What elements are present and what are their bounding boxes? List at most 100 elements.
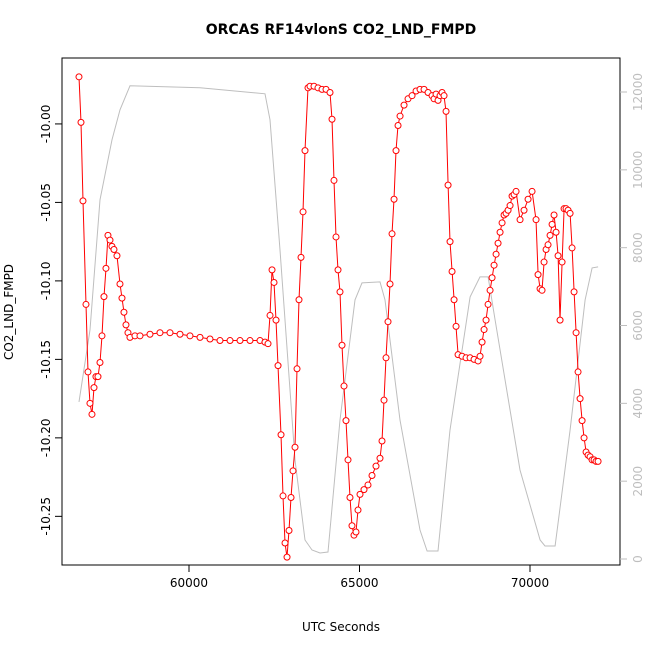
data-point	[330, 176, 338, 184]
data-point	[544, 241, 552, 249]
data-point	[482, 316, 490, 324]
data-point	[272, 316, 280, 324]
data-point	[558, 258, 566, 266]
data-point	[277, 431, 285, 439]
data-point	[96, 359, 104, 367]
data-point	[382, 354, 390, 362]
data-point	[79, 197, 87, 205]
y2-tick-label: 10000	[631, 151, 645, 189]
data-point	[384, 318, 392, 326]
data-point	[113, 252, 121, 260]
data-point	[506, 202, 514, 210]
data-point	[448, 267, 456, 275]
x-tick-label: 65000	[340, 576, 378, 590]
data-point	[540, 258, 548, 266]
data-point	[100, 293, 108, 301]
x-tick-label: 60000	[170, 576, 208, 590]
y2-tick-label: 2000	[631, 466, 645, 497]
data-point	[281, 539, 289, 547]
data-point	[570, 288, 578, 296]
data-point	[334, 266, 342, 274]
data-point	[226, 337, 234, 345]
data-point	[396, 112, 404, 120]
data-point	[116, 280, 124, 288]
data-point	[216, 337, 224, 345]
data-point	[293, 365, 301, 373]
data-point	[246, 337, 254, 345]
data-point	[408, 92, 416, 100]
data-point	[287, 494, 295, 502]
data-point	[289, 467, 297, 475]
data-point	[442, 107, 450, 115]
data-point	[556, 316, 564, 324]
data-point	[342, 417, 350, 425]
y2-tick-label: 12000	[631, 73, 645, 111]
data-point	[516, 216, 524, 224]
x-axis-label: UTC Seconds	[302, 620, 380, 634]
data-point	[291, 443, 299, 451]
data-point	[574, 368, 582, 376]
data-point	[336, 288, 344, 296]
data-point	[354, 506, 362, 514]
data-point	[390, 195, 398, 203]
data-point	[566, 209, 574, 217]
data-point	[118, 294, 126, 302]
data-point	[346, 494, 354, 502]
data-point	[196, 333, 204, 341]
data-point	[520, 206, 528, 214]
data-point	[532, 216, 540, 224]
data-point	[236, 337, 244, 345]
data-line	[78, 76, 599, 558]
data-point	[326, 89, 334, 97]
data-point	[94, 373, 102, 381]
data-point	[75, 73, 83, 81]
data-point	[270, 278, 278, 286]
data-point	[352, 528, 360, 536]
data-point	[283, 553, 291, 561]
data-point	[392, 147, 400, 155]
data-point	[340, 382, 348, 390]
data-point	[394, 121, 402, 129]
data-point	[488, 274, 496, 282]
data-point	[90, 384, 98, 392]
data-point	[554, 252, 562, 260]
y-tick-label: -10.20	[39, 419, 53, 458]
data-point	[102, 264, 110, 272]
data-point	[478, 338, 486, 346]
data-point	[156, 329, 164, 337]
data-point	[328, 115, 336, 123]
plot-frame	[61, 57, 621, 566]
data-point	[110, 245, 118, 253]
data-point	[274, 362, 282, 370]
data-point	[386, 280, 394, 288]
data-point	[498, 219, 506, 227]
data-point	[534, 271, 542, 279]
data-point	[440, 92, 448, 100]
data-point	[484, 300, 492, 308]
y-axis-label: CO2_LND_FMPD	[2, 264, 16, 360]
data-point	[368, 472, 376, 480]
y-tick-label: -10.25	[39, 497, 53, 536]
data-point	[378, 437, 386, 445]
data-line	[78, 85, 599, 554]
data-point	[146, 330, 154, 338]
y2-tick-label: 6000	[631, 310, 645, 341]
data-point	[568, 244, 576, 252]
data-point	[268, 266, 276, 274]
y2-tick-label: 4000	[631, 388, 645, 419]
data-point	[84, 368, 92, 376]
data-point	[572, 329, 580, 337]
chart-title: ORCAS RF14vlonS CO2_LND_FMPD	[206, 22, 477, 38]
data-point	[546, 231, 554, 239]
data-point	[299, 208, 307, 216]
data-point	[360, 486, 368, 494]
data-point	[576, 395, 584, 403]
data-point	[372, 462, 380, 470]
y-tick-label: -10.10	[39, 262, 53, 301]
data-point	[528, 187, 536, 195]
data-point	[86, 399, 94, 407]
data-point	[295, 296, 303, 304]
data-point	[136, 332, 144, 340]
data-point	[364, 481, 372, 489]
